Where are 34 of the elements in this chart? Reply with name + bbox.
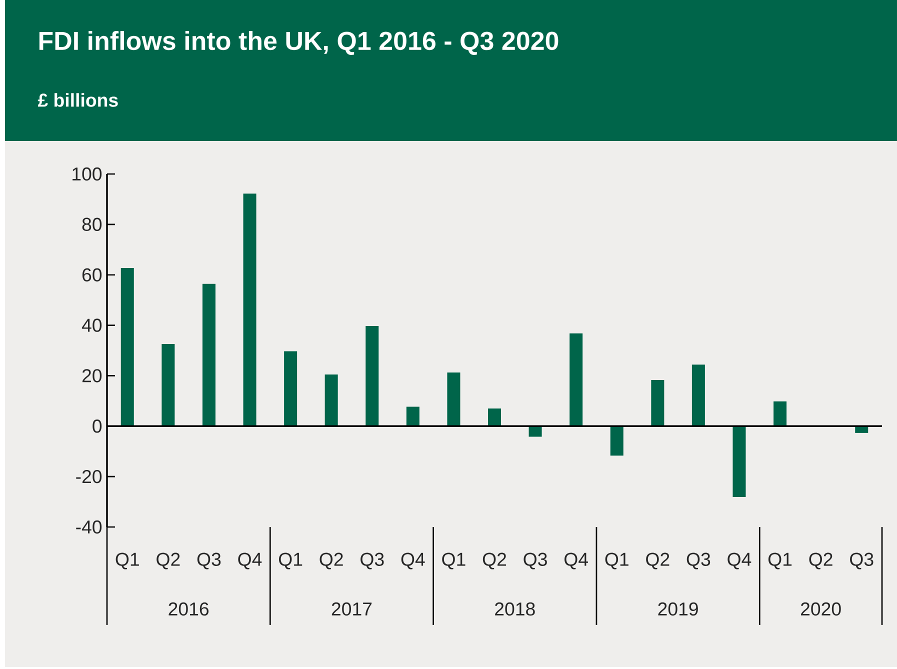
- y-tick-label: 80: [82, 218, 102, 232]
- x-tick-label: Q2: [646, 552, 670, 570]
- x-tick-label: Q1: [768, 552, 792, 570]
- x-tick-label: Q3: [850, 552, 874, 570]
- x-tick-label: Q3: [524, 552, 547, 570]
- text: 2018: [495, 602, 535, 616]
- x-tick-label: Q1: [278, 552, 302, 570]
- text: 2020: [800, 602, 841, 616]
- y-tick-label: 60: [82, 268, 102, 282]
- y-tick-label: 20: [82, 369, 102, 382]
- x-tick-label: Q3: [360, 552, 384, 570]
- text: 2019: [658, 602, 698, 616]
- x-tick-label: Q1: [116, 552, 139, 570]
- chart-subtitle: £ billions: [38, 93, 118, 107]
- x-tick-label: Q2: [482, 552, 506, 570]
- chart-title: FDI inflows into the UK, Q1 2016 - Q3 2020: [39, 31, 558, 55]
- x-tick-label: Q3: [197, 552, 221, 570]
- y-tick-label: -40: [76, 520, 102, 534]
- x-tick-label: Q2: [156, 552, 180, 570]
- y-tick-label: 0: [92, 420, 102, 433]
- x-tick-label: Q1: [442, 552, 466, 570]
- x-tick-label: Q4: [401, 552, 425, 570]
- x-tick-label: Q2: [320, 552, 343, 570]
- y-tick-label: -20: [76, 470, 102, 484]
- x-tick-label: Q4: [564, 552, 588, 570]
- text: 2016: [168, 602, 209, 616]
- y-tick-label: 40: [82, 318, 102, 332]
- x-tick-label: Q2: [809, 552, 832, 570]
- x-tick-label: Q4: [238, 552, 262, 570]
- x-tick-label: Q1: [605, 552, 628, 570]
- x-tick-label: Q3: [686, 552, 710, 570]
- x-tick-label: Q4: [728, 552, 752, 570]
- y-tick-label: 100: [72, 167, 102, 181]
- text: 2017: [332, 602, 372, 616]
